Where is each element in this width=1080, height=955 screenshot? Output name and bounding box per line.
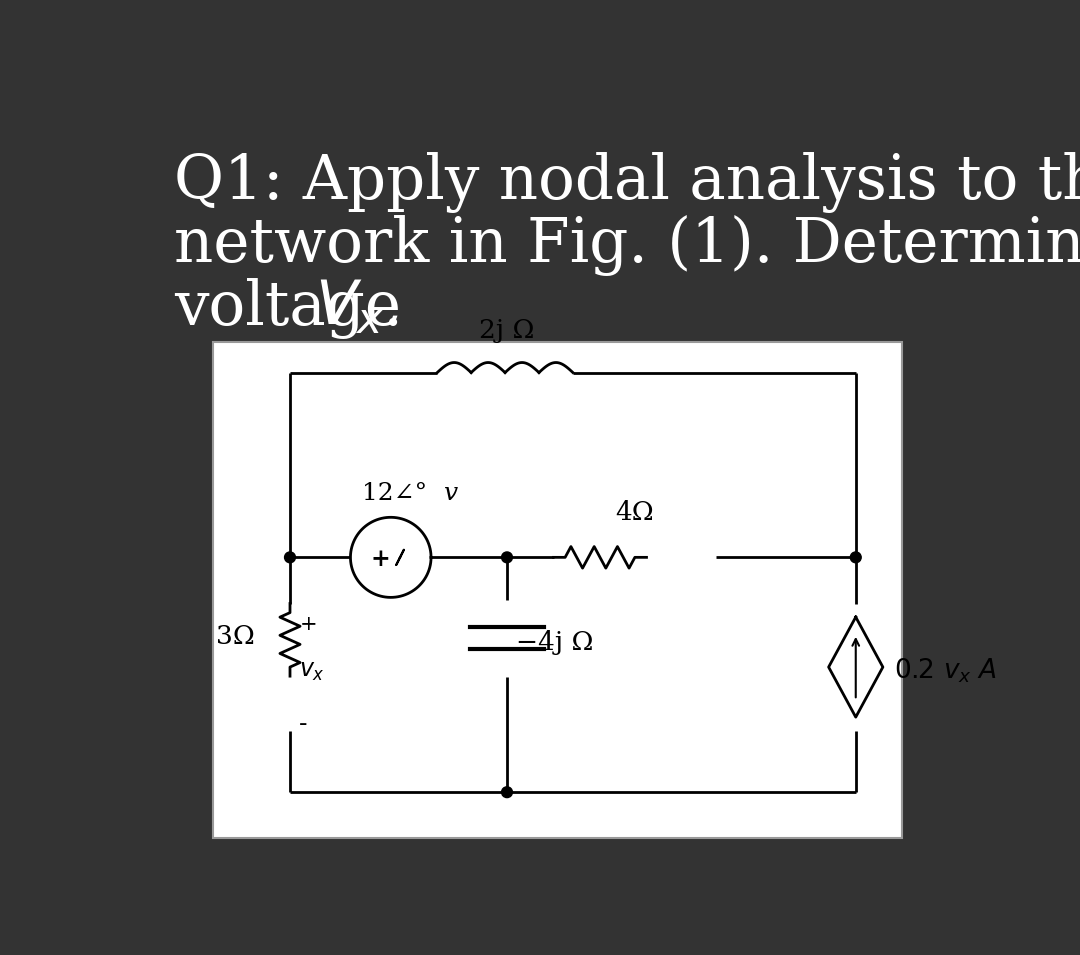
- Text: .: .: [364, 278, 403, 338]
- Circle shape: [284, 552, 296, 562]
- Text: 2j Ω: 2j Ω: [480, 318, 535, 343]
- Text: -: -: [299, 713, 308, 736]
- Circle shape: [501, 552, 512, 562]
- Text: $v_x$: $v_x$: [299, 659, 325, 683]
- Text: network in Fig. (1). Determine the: network in Fig. (1). Determine the: [174, 215, 1080, 276]
- Circle shape: [501, 787, 512, 797]
- Text: v: v: [443, 482, 457, 505]
- Text: 3Ω: 3Ω: [216, 624, 255, 648]
- Text: $\mathit{V}_x$: $\mathit{V}_x$: [314, 278, 384, 337]
- Text: 12∠°: 12∠°: [362, 482, 428, 505]
- Text: voltage: voltage: [174, 278, 420, 339]
- Bar: [213, 342, 902, 838]
- Text: 4Ω: 4Ω: [616, 500, 654, 525]
- Text: −4j Ω: −4j Ω: [516, 629, 594, 654]
- Text: +: +: [370, 547, 390, 571]
- Text: Q1: Apply nodal analysis to the: Q1: Apply nodal analysis to the: [174, 152, 1080, 213]
- Circle shape: [850, 552, 861, 562]
- Text: $0.2\ v_x\ A$: $0.2\ v_x\ A$: [894, 657, 998, 685]
- Text: +: +: [299, 615, 316, 634]
